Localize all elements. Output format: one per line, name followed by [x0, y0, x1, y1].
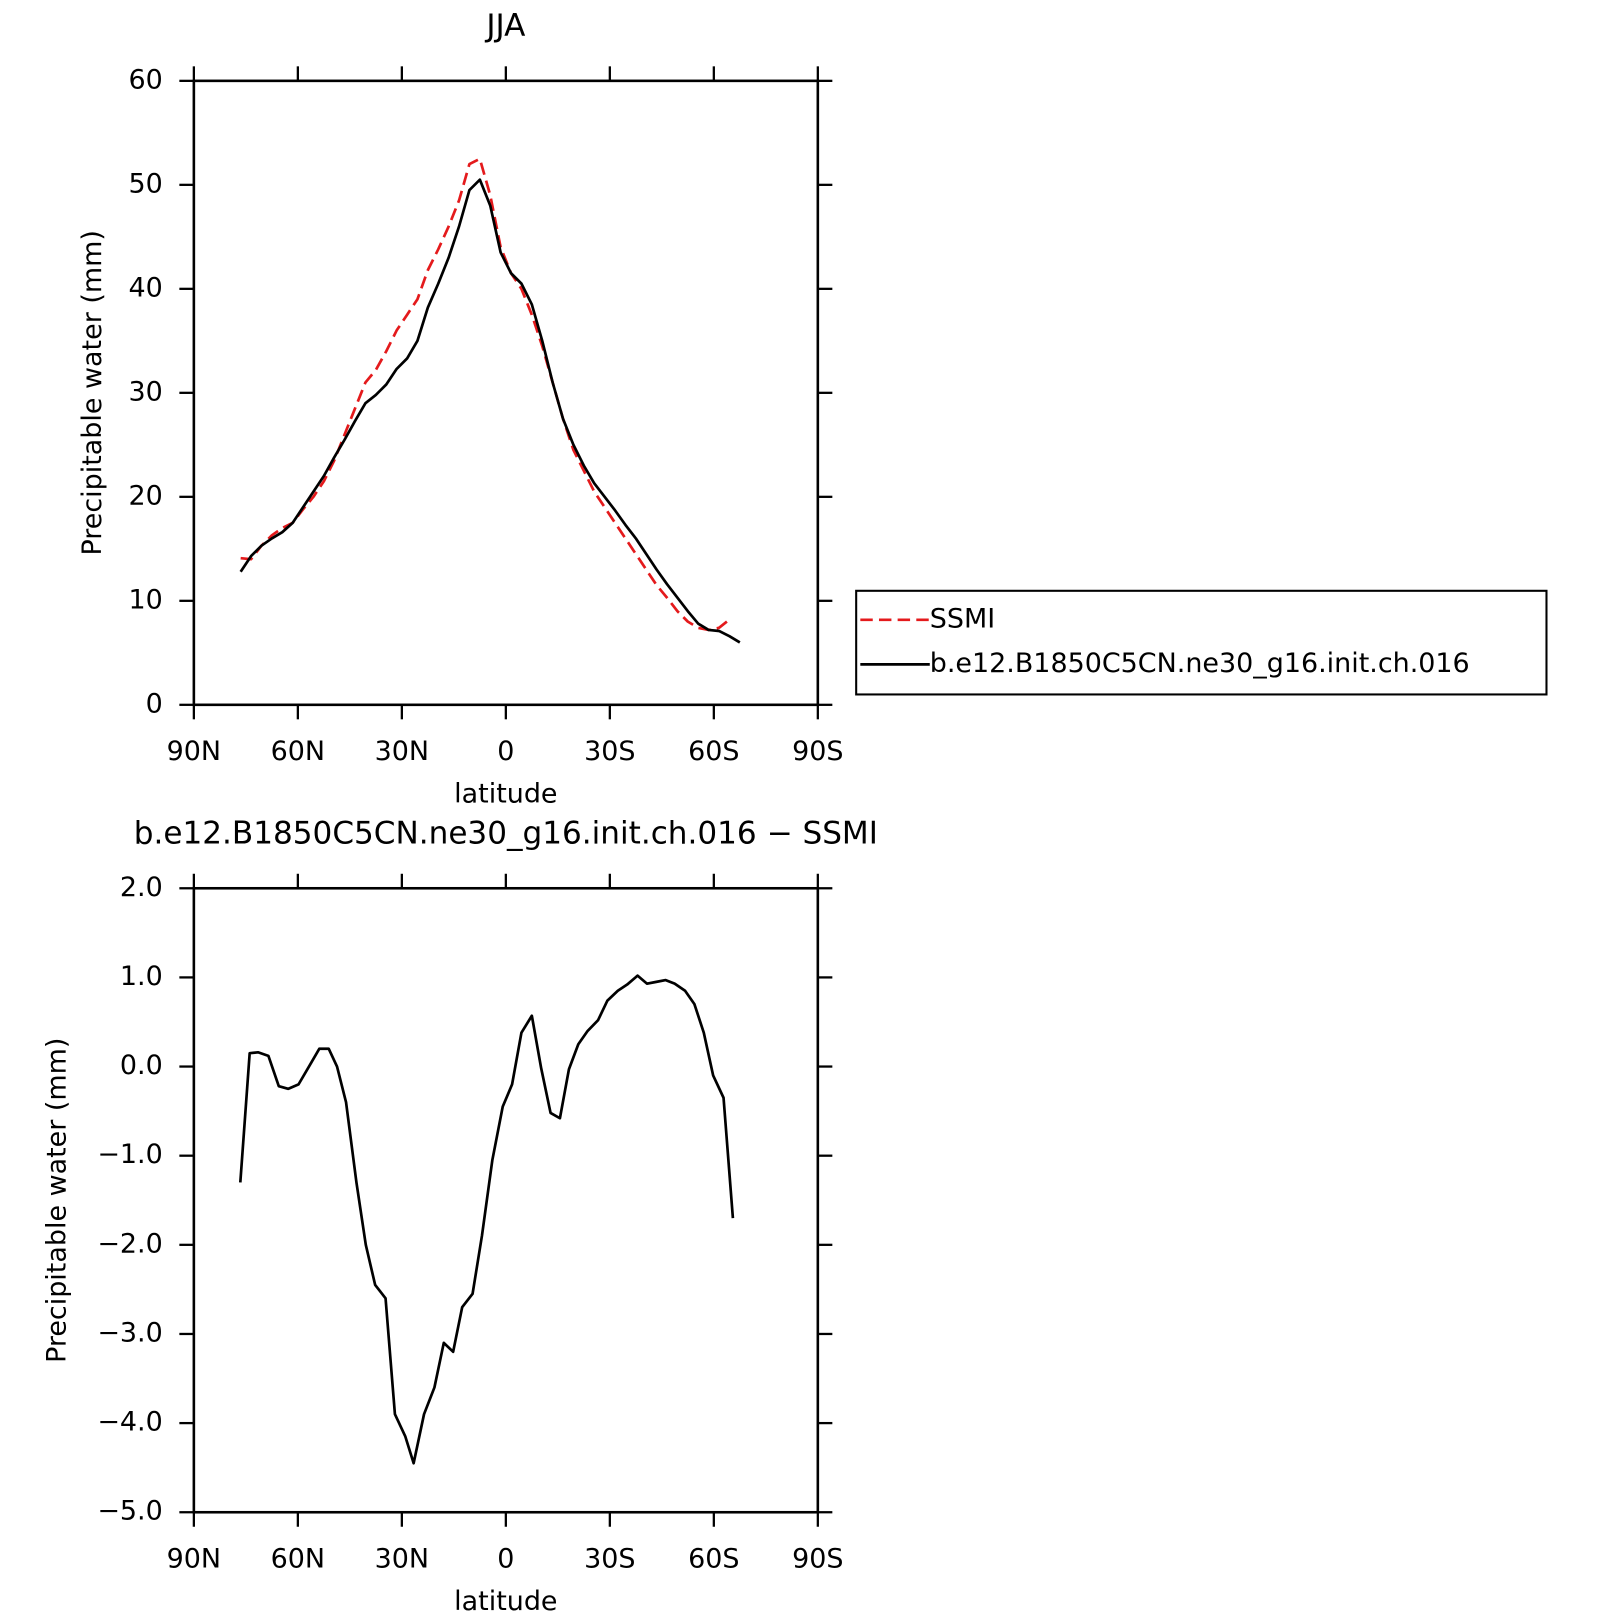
y-tick-label: −4.0: [97, 1407, 162, 1438]
legend-box: [855, 589, 1548, 696]
x-tick-label: 60S: [688, 736, 739, 767]
data-line: [238, 974, 735, 1465]
x-tick-label: 60S: [688, 1543, 739, 1574]
x-tick-label: 60N: [271, 1543, 325, 1574]
x-tick-label: 30S: [584, 1543, 635, 1574]
plot-frame: [192, 886, 820, 1514]
y-tick-label: 0: [146, 688, 163, 719]
y-axis-label: Precipitable water (mm): [77, 230, 108, 555]
x-tick-label: 0: [497, 736, 514, 767]
x-tick-label: 30N: [375, 736, 429, 767]
y-tick-label: 60: [128, 64, 162, 95]
y-axis-label: Precipitable water (mm): [42, 1038, 73, 1363]
x-axis-label: latitude: [454, 1586, 557, 1617]
chart-title: b.e12.B1850C5CN.ne30_g16.init.ch.016 − S…: [134, 815, 878, 851]
y-tick-label: 0.0: [120, 1050, 163, 1081]
y-tick-label: 40: [128, 272, 162, 303]
y-tick-label: 20: [128, 480, 162, 511]
chart-title: JJA: [484, 8, 525, 44]
x-tick-label: 0: [497, 1543, 514, 1574]
plot-frame: [192, 79, 820, 707]
legend-label: SSMI: [930, 603, 995, 634]
x-tick-label: 30S: [584, 736, 635, 767]
x-axis-label: latitude: [454, 778, 557, 809]
y-tick-label: −2.0: [97, 1228, 162, 1259]
y-tick-label: 1.0: [120, 961, 163, 992]
x-tick-label: 90S: [792, 736, 843, 767]
y-tick-label: −5.0: [97, 1496, 162, 1527]
x-tick-label: 90S: [792, 1543, 843, 1574]
data-line: [239, 178, 741, 644]
y-tick-label: 50: [128, 168, 162, 199]
x-tick-label: 60N: [271, 736, 325, 767]
y-tick-label: −3.0: [97, 1317, 162, 1348]
y-tick-label: 10: [128, 584, 162, 615]
x-tick-label: 90N: [167, 736, 221, 767]
legend-label: b.e12.B1850C5CN.ne30_g16.init.ch.016: [930, 648, 1470, 679]
y-tick-label: 2.0: [120, 872, 163, 903]
x-tick-label: 30N: [375, 1543, 429, 1574]
y-tick-label: 30: [128, 376, 162, 407]
data-line: [240, 157, 731, 632]
y-tick-label: −1.0: [97, 1139, 162, 1170]
x-tick-label: 90N: [167, 1543, 221, 1574]
